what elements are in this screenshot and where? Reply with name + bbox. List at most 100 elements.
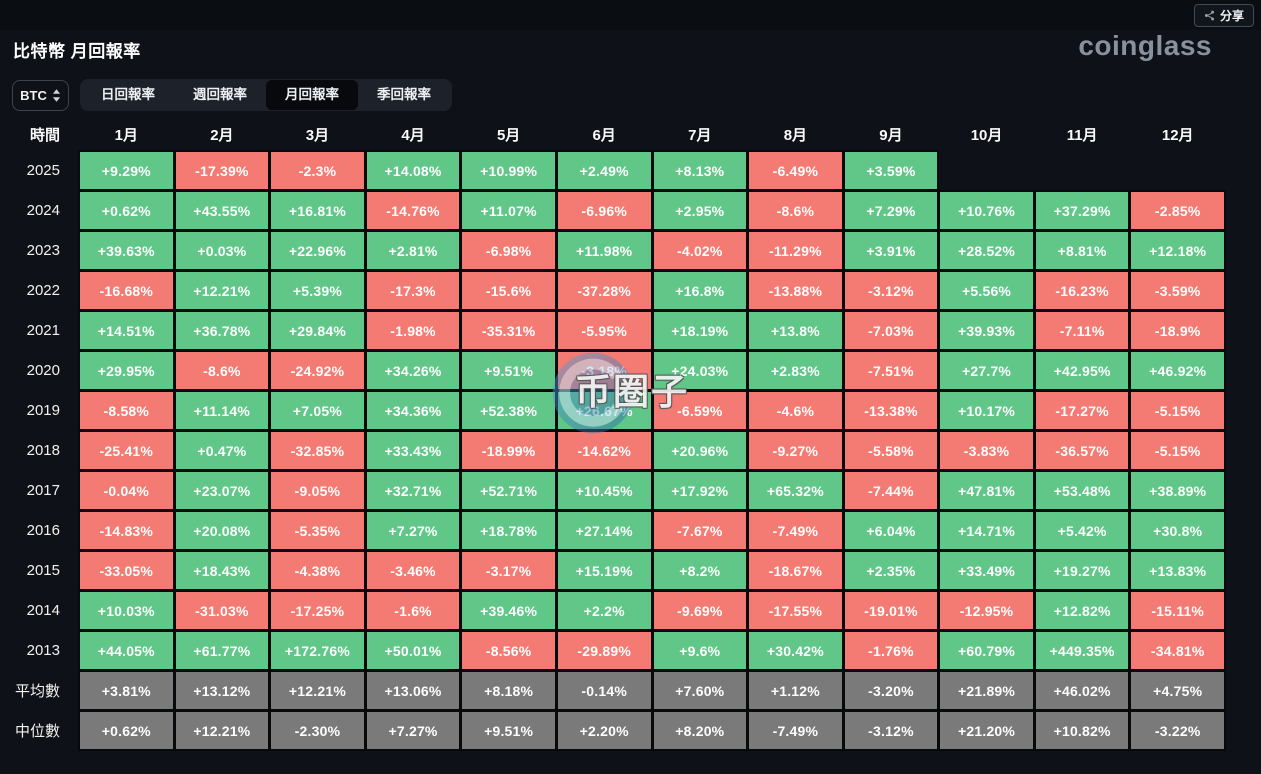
return-cell: +4.75% [1129, 670, 1226, 711]
table-row-2021: 2021 +14.51% +36.78% +29.84% -1.98% -35.31% -5… [0, 310, 1226, 351]
return-cell: -35.31% [460, 310, 557, 351]
coin-select[interactable]: BTC [12, 80, 69, 111]
return-cell: +7.60% [651, 670, 749, 711]
return-cell: +18.43% [173, 550, 271, 591]
table-row-2019: 2019 -8.58% +11.14% +7.05% +34.36% +52.38% +26… [0, 390, 1226, 431]
month-header-5: 5月 [496, 126, 521, 144]
returns-table: 時間 1月 2月 3月 4月 5月 6月 7月 8月 9月 10月 11月 12月 2025 +9.29%… [0, 118, 1226, 752]
return-cell: +12.82% [1033, 590, 1131, 631]
return-cell: +14.71% [938, 510, 1035, 551]
table-row-2025: 2025 +9.29% -17.39% -2.3% +14.08% +10.99% +2.4… [0, 150, 1224, 191]
return-cell: +12.18% [1129, 230, 1226, 271]
return-cell: +33.43% [364, 430, 462, 471]
return-cell: -15.11% [1129, 590, 1226, 631]
return-cell: +3.91% [842, 230, 940, 271]
tab-period-2[interactable]: 月回報率 [266, 80, 358, 110]
return-cell: -2.3% [269, 150, 366, 191]
return-cell: +52.71% [460, 470, 557, 511]
return-cell: -4.38% [269, 550, 366, 591]
return-cell: +9.51% [460, 710, 557, 751]
return-cell: +1.12% [747, 670, 844, 711]
return-cell: +19.27% [1033, 550, 1131, 591]
table-body: 2025 +9.29% -17.39% -2.3% +14.08% +10.99% +2.4… [0, 150, 1226, 751]
period-tabs: 日回報率 週回報率 月回報率 季回報率 [80, 79, 452, 111]
return-cell: +7.29% [842, 190, 940, 231]
return-cell: +38.89% [1129, 470, 1226, 511]
return-cell: +42.95% [1033, 350, 1131, 391]
return-cell: +20.96% [651, 430, 749, 471]
return-cell: -3.46% [364, 550, 462, 591]
return-cell: +7.05% [269, 390, 366, 431]
return-cell: -7.03% [842, 310, 940, 351]
return-cell: +28.52% [938, 230, 1035, 271]
return-cell: +47.81% [938, 470, 1035, 511]
return-cell: +12.21% [173, 710, 271, 751]
return-cell: -34.81% [1129, 630, 1226, 671]
return-cell: -24.92% [269, 350, 366, 391]
return-cell: +10.03% [78, 590, 175, 631]
table-row-平均數: 平均數 +3.81% +13.12% +12.21% +13.06% +8.18% -0.1… [0, 670, 1226, 711]
return-cell: -5.15% [1129, 390, 1226, 431]
return-cell: +18.19% [651, 310, 749, 351]
return-cell: -6.49% [747, 150, 844, 191]
return-cell: +14.51% [78, 310, 175, 351]
return-cell [1131, 152, 1224, 189]
tab-period-1[interactable]: 週回報率 [174, 81, 266, 109]
return-cell: -3.18% [555, 350, 653, 391]
return-cell: -15.6% [460, 270, 557, 311]
return-cell: +9.51% [460, 350, 557, 391]
return-cell: +8.2% [651, 550, 749, 591]
return-cell: +10.76% [938, 190, 1035, 231]
month-header-10: 10月 [970, 126, 1003, 144]
return-cell: +20.08% [173, 510, 271, 551]
return-cell: -18.67% [747, 550, 844, 591]
return-cell: +34.26% [364, 350, 462, 391]
return-cell: +29.84% [269, 310, 366, 351]
return-cell: +9.6% [651, 630, 749, 671]
return-cell: -9.27% [747, 430, 844, 471]
return-cell: +15.19% [555, 550, 653, 591]
page-title: 比特幣 月回報率 [13, 42, 141, 61]
return-cell: -1.98% [364, 310, 462, 351]
return-cell: -14.62% [555, 430, 653, 471]
return-cell: -4.6% [747, 390, 844, 431]
return-cell: +22.96% [269, 230, 366, 271]
return-cell: +6.04% [842, 510, 940, 551]
table-row-2017: 2017 -0.04% +23.07% -9.05% +32.71% +52.71% +10… [0, 470, 1226, 511]
return-cell: +65.32% [747, 470, 844, 511]
tab-period-3[interactable]: 季回報率 [358, 81, 450, 109]
table-row-中位數: 中位數 +0.62% +12.21% -2.30% +7.27% +9.51% +2.20%… [0, 710, 1226, 751]
month-header-2: 2月 [210, 126, 234, 144]
month-header-11: 11月 [1066, 126, 1098, 144]
return-cell: -4.02% [651, 230, 749, 271]
month-header-12: 12月 [1161, 126, 1194, 144]
return-cell: +46.02% [1033, 670, 1131, 711]
share-button[interactable]: 分享 [1193, 4, 1254, 27]
row-label: 2018 [26, 442, 60, 459]
return-cell: -14.76% [364, 190, 462, 231]
return-cell: +8.81% [1033, 230, 1131, 271]
row-label: 2024 [26, 202, 60, 219]
return-cell: -19.01% [842, 590, 940, 631]
return-cell: -36.57% [1033, 430, 1131, 471]
return-cell: +10.17% [938, 390, 1035, 431]
table-row-2014: 2014 +10.03% -31.03% -17.25% -1.6% +39.46% +2.… [0, 590, 1226, 631]
return-cell: -5.15% [1129, 430, 1226, 471]
return-cell: +12.21% [269, 670, 366, 711]
return-cell: -12.95% [938, 590, 1035, 631]
row-label: 2022 [26, 282, 60, 299]
return-cell: -18.9% [1129, 310, 1226, 351]
return-cell: +5.42% [1033, 510, 1131, 551]
return-cell: +16.81% [269, 190, 366, 231]
tab-period-0[interactable]: 日回報率 [82, 81, 174, 109]
table-row-2015: 2015 -33.05% +18.43% -4.38% -3.46% -3.17% +15.… [0, 550, 1226, 591]
table-row-2023: 2023 +39.63% +0.03% +22.96% +2.81% -6.98% +11.… [0, 230, 1226, 271]
return-cell: +17.92% [651, 470, 749, 511]
return-cell: +30.42% [747, 630, 844, 671]
return-cell: +0.03% [173, 230, 271, 271]
return-cell: +46.92% [1129, 350, 1226, 391]
return-cell: +30.8% [1129, 510, 1226, 551]
return-cell: +16.8% [651, 270, 749, 311]
return-cell: +34.36% [364, 390, 462, 431]
return-cell: +13.06% [364, 670, 462, 711]
